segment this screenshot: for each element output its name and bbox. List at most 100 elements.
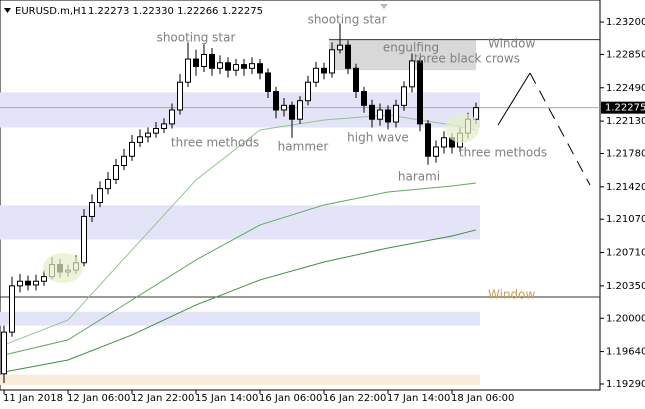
price-tag [601,101,645,114]
candle-body [473,107,479,120]
x-tick-label: 12 Jan 22:00 [131,393,194,404]
y-tick-label: 1.23200 [606,17,645,28]
candle-body [393,104,399,123]
menu-icon[interactable] [4,8,11,13]
zone [0,374,480,385]
x-tick-label: 18 Jan 06:00 [451,393,514,404]
candle-body [265,72,271,92]
candle-body [377,109,383,120]
candle-body [273,90,279,111]
candle-body [209,53,215,69]
candle-body [169,109,175,125]
candle-body [201,53,207,67]
annotation: shooting star [157,31,236,45]
candle-body [361,90,367,106]
symbol: EURUSD.m,H1 [15,6,87,17]
candle-body [89,202,95,217]
candle-body [329,49,335,74]
candle-body [249,63,255,69]
candle-body [137,136,143,143]
candle-body [441,137,447,148]
y-tick-label: 1.20710 [606,248,645,259]
candle-body [385,109,391,123]
candle-body [353,67,359,92]
candle-body [113,165,119,180]
candle-body [121,155,127,167]
annotation: hammer [278,140,329,154]
y-tick-label: 1.19640 [606,347,645,358]
x-tick-label: 11 Jan 2018 [3,393,63,404]
candle-body [9,285,15,333]
candle-body [233,64,239,71]
x-tick-label: 16 Jan 22:00 [323,393,386,404]
y-tick-label: 1.22130 [606,116,645,127]
forecast-line [497,72,531,126]
x-tick-label: 17 Jan 14:00 [387,393,450,404]
x-tick-label: 15 Jan 14:00 [195,393,258,404]
annotation: harami [398,170,440,184]
zone [0,311,480,326]
candle-body [97,188,103,204]
candle-body [105,178,111,190]
highlight [43,253,83,283]
candle-body [41,276,47,282]
price-tag-label: 1.22275 [605,103,645,114]
highlight [445,113,479,143]
annotation: Window [488,288,536,302]
candle-body [337,44,343,51]
candle-body [33,280,39,286]
candle-body [217,62,223,69]
y-tick-label: 1.21070 [606,214,645,225]
annotation: three black crows [414,52,520,66]
candle-body [369,104,375,120]
x-tick-label: 12 Jan 06:00 [67,393,130,404]
moving-average [3,114,477,346]
candle-body [145,132,151,138]
candle-body [17,280,23,287]
candle-body [81,215,87,264]
candle-body [129,141,135,157]
candle-body [305,81,311,102]
scroll-marker [380,4,388,9]
candle-body [225,62,231,71]
candle-body [153,127,159,134]
y-tick-label: 1.21420 [606,182,645,193]
candle-body [177,81,183,111]
y-tick-label: 1.21780 [606,148,645,159]
y-tick-label: 1.22850 [606,49,645,60]
annotation: shooting star [308,13,387,27]
candle-body [401,86,407,106]
candle-body [289,104,295,120]
quote: 1.22273 1.22330 1.22266 1.22275 [88,6,263,17]
candle-body [1,331,7,375]
zone [0,92,480,128]
moving-average [3,229,477,373]
candle-body [281,104,287,111]
candle-body [313,67,319,83]
moving-average [3,182,477,356]
annotation: three methods [459,146,547,160]
y-tick-label: 1.19290 [606,379,645,390]
y-tick-label: 1.20350 [606,281,645,292]
y-tick-label: 1.20000 [606,313,645,324]
candle-body [297,100,303,120]
annotation: Window [488,37,536,51]
candle-body [321,67,327,74]
zone [0,205,480,240]
candle-body [193,58,199,67]
candle-body [257,63,263,74]
forecast-line [529,72,591,186]
candle-body [161,123,167,129]
candle-body [25,280,31,286]
candle-body [185,58,191,83]
candle-body [241,64,247,69]
y-tick-label: 1.22490 [606,83,645,94]
annotation: three methods [171,136,259,150]
annotation: engulfing [383,41,439,55]
candle-body [417,60,423,125]
candle-body [425,123,431,157]
candle-body [409,60,415,88]
pattern-box [329,39,476,71]
candle-body [433,146,439,157]
